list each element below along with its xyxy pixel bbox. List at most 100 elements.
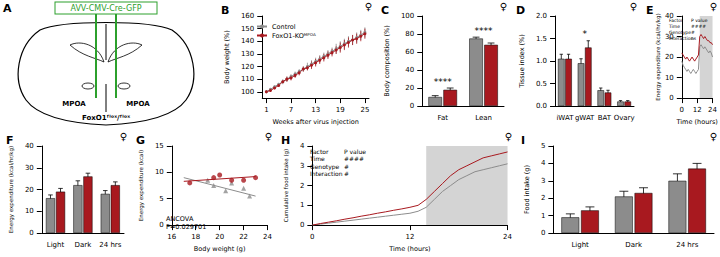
svg-text:Interaction: Interaction [310, 170, 343, 177]
svg-text:0: 0 [669, 94, 673, 102]
svg-text:16: 16 [167, 233, 176, 241]
svg-text:0: 0 [159, 221, 163, 229]
svg-text:#: # [691, 30, 695, 35]
svg-text:Food intake (g): Food intake (g) [523, 165, 531, 214]
svg-text:♀: ♀ [120, 131, 127, 142]
svg-text:100: 100 [241, 88, 254, 96]
svg-text:1: 1 [541, 212, 545, 220]
svg-text:24 hrs: 24 hrs [99, 241, 121, 249]
svg-text:2: 2 [300, 182, 304, 190]
svg-text:D: D [516, 4, 525, 17]
svg-text:gWAT: gWAT [575, 114, 595, 122]
svg-text:iWAT: iWAT [556, 114, 574, 122]
svg-text:MPOA: MPOA [62, 100, 86, 108]
svg-text:20: 20 [405, 84, 414, 92]
svg-text:#: # [344, 170, 349, 177]
svg-text:0: 0 [680, 106, 684, 114]
svg-text:140: 140 [241, 37, 254, 45]
svg-text:FoxO1ᶠˡᵒˣ/ᶠˡᵒˣ: FoxO1ᶠˡᵒˣ/ᶠˡᵒˣ [82, 114, 130, 122]
svg-text:E: E [646, 4, 654, 17]
svg-text:20: 20 [215, 233, 224, 241]
svg-text:Cumulative food intake (g): Cumulative food intake (g) [283, 149, 290, 223]
svg-text:Dark: Dark [75, 241, 93, 249]
svg-text:13: 13 [311, 106, 320, 114]
svg-text:20: 20 [25, 186, 34, 194]
svg-text:Energy expenditure (kcal/hr/kg: Energy expenditure (kcal/hr/kg) [655, 13, 662, 100]
svg-text:Ovary: Ovary [614, 114, 635, 122]
svg-text:FoxO1-KOᴹᴾᴼᴬ: FoxO1-KOᴹᴾᴼᴬ [272, 32, 316, 40]
svg-text:Time: Time [668, 24, 680, 29]
svg-text:100: 100 [401, 12, 414, 20]
svg-text:4: 4 [541, 159, 546, 167]
svg-text:5: 5 [541, 142, 545, 150]
svg-text:30: 30 [25, 164, 34, 172]
svg-text:1: 1 [300, 201, 304, 209]
svg-text:Energy expenditure (kcal/hr/kg: Energy expenditure (kcal/hr/kg) [8, 146, 15, 233]
svg-text:F: F [6, 134, 14, 147]
svg-text:I: I [521, 134, 525, 147]
svg-text:####: #### [344, 155, 364, 162]
svg-text:80: 80 [405, 30, 414, 38]
svg-text:H: H [281, 134, 290, 147]
svg-text:120: 120 [241, 63, 254, 71]
svg-text:0: 0 [310, 233, 314, 241]
svg-text:Time: Time [309, 155, 325, 162]
svg-text:2.0: 2.0 [536, 12, 547, 20]
svg-text:C: C [381, 4, 389, 17]
svg-text:1.0: 1.0 [536, 57, 547, 65]
svg-text:♀: ♀ [265, 131, 272, 142]
svg-text:ns: ns [691, 36, 697, 41]
svg-text:A: A [3, 2, 12, 15]
svg-text:5: 5 [159, 195, 163, 203]
svg-text:0: 0 [29, 229, 33, 237]
svg-text:****: **** [475, 26, 494, 36]
svg-text:3: 3 [541, 177, 545, 185]
svg-text:P value: P value [691, 18, 708, 23]
svg-text:150: 150 [241, 25, 254, 33]
svg-text:20: 20 [665, 53, 674, 61]
svg-text:160: 160 [241, 12, 254, 20]
svg-text:Lean: Lean [475, 114, 492, 122]
svg-text:40: 40 [405, 66, 414, 74]
svg-text:12: 12 [405, 233, 414, 241]
svg-text:3: 3 [300, 162, 304, 170]
svg-text:♀: ♀ [505, 131, 512, 142]
svg-text:40: 40 [25, 142, 34, 150]
svg-text:22: 22 [239, 233, 248, 241]
svg-text:24: 24 [503, 233, 512, 241]
svg-text:1: 1 [264, 106, 268, 114]
svg-text:Time (hours): Time (hours) [388, 245, 430, 253]
svg-text:Light: Light [571, 241, 589, 249]
svg-text:12: 12 [693, 106, 702, 114]
svg-text:BAT: BAT [598, 114, 612, 122]
svg-text:Time (hours): Time (hours) [676, 118, 718, 126]
svg-text:ANCOVA: ANCOVA [166, 215, 194, 223]
svg-text:Genotype: Genotype [669, 30, 691, 35]
svg-text:10: 10 [155, 168, 164, 176]
svg-text:0: 0 [541, 229, 545, 237]
svg-text:♀: ♀ [630, 1, 637, 12]
svg-text:Dark: Dark [625, 241, 643, 249]
svg-text:B: B [221, 4, 229, 17]
svg-text:Factor: Factor [310, 148, 329, 155]
svg-text:Energy expenditure (kcal): Energy expenditure (kcal) [138, 150, 145, 221]
svg-text:0: 0 [410, 102, 414, 110]
svg-text:0: 0 [300, 221, 304, 229]
svg-text:10: 10 [665, 74, 674, 82]
svg-text:60: 60 [405, 48, 414, 56]
svg-text:♀: ♀ [500, 1, 507, 12]
svg-text:Interaction: Interaction [669, 36, 694, 41]
svg-text:130: 130 [241, 50, 254, 58]
svg-text:G: G [136, 134, 145, 147]
svg-text:****: **** [434, 77, 453, 87]
svg-text:Tissue index (%): Tissue index (%) [518, 34, 526, 89]
svg-text:1.5: 1.5 [536, 35, 547, 43]
svg-text:Factor: Factor [669, 18, 683, 23]
svg-text:*: * [582, 29, 587, 39]
svg-text:Body weight (%): Body weight (%) [223, 30, 231, 84]
svg-text:0.5: 0.5 [536, 80, 547, 88]
svg-text:7: 7 [289, 106, 293, 114]
svg-text:110: 110 [241, 75, 254, 83]
svg-text:18: 18 [191, 233, 200, 241]
svg-text:4: 4 [300, 142, 305, 150]
